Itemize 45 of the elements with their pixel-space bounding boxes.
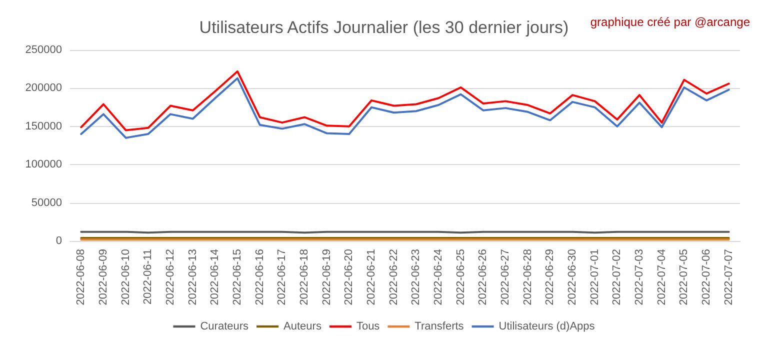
y-tick-label: 250000 <box>25 44 62 56</box>
y-tick-label: 150000 <box>25 120 62 132</box>
y-tick-label: 50000 <box>31 196 62 209</box>
x-tick-label: 2022-06-27 <box>500 249 512 306</box>
x-tick-label: 2022-06-30 <box>566 249 578 306</box>
y-tick-label: 200000 <box>25 82 62 94</box>
legend-label: Auteurs <box>284 320 322 332</box>
x-tick-label: 2022-06-25 <box>454 249 467 306</box>
x-tick-label: 2022-06-19 <box>320 249 333 306</box>
x-tick-label: 2022-06-23 <box>410 249 422 306</box>
x-tick-label: 2022-07-06 <box>700 249 712 306</box>
line-series <box>80 70 730 132</box>
x-tick-label: 2022-06-09 <box>98 249 110 306</box>
x-tick-label: 2022-07-03 <box>634 249 646 306</box>
x-tick-label: 2022-07-04 <box>656 249 668 306</box>
x-tick-label: 2022-06-12 <box>164 249 176 306</box>
x-tick-label: 2022-06-26 <box>477 249 490 306</box>
x-tick-label: 2022-06-22 <box>388 249 400 306</box>
x-tick-label: 2022-06-18 <box>298 249 310 306</box>
line-series <box>80 77 730 139</box>
x-tick-label: 2022-06-10 <box>120 249 132 306</box>
legend-label: Tous <box>356 320 380 332</box>
x-tick-label: 2022-06-13 <box>186 249 199 306</box>
legend-label: Utilisateurs (d)Apps <box>498 320 596 332</box>
x-tick-label: 2022-06-21 <box>366 249 378 306</box>
x-tick-label: 2022-06-17 <box>276 249 288 306</box>
x-tick-label: 2022-06-08 <box>75 249 88 306</box>
y-tick-label: 100000 <box>25 158 62 171</box>
x-tick-label: 2022-06-15 <box>232 249 244 306</box>
legend-label: Transferts <box>414 320 464 332</box>
chart-title: Utilisateurs Actifs Journalier (les 30 dernier jours) <box>199 18 569 37</box>
text: graphique créé par @arcange <box>590 15 750 29</box>
x-tick-label: 2022-07-07 <box>722 249 735 306</box>
x-tick-label: 2022-06-16 <box>254 249 266 306</box>
x-tick-label: 2022-06-20 <box>343 249 356 306</box>
x-tick-label: 2022-06-14 <box>209 249 222 306</box>
x-tick-label: 2022-06-24 <box>432 249 444 306</box>
x-tick-label: 2022-06-29 <box>544 249 556 306</box>
x-tick-label: 2022-06-28 <box>522 249 534 306</box>
x-tick-label: 2022-07-02 <box>611 249 624 306</box>
y-tick-label: 0 <box>56 235 62 247</box>
x-tick-label: 2022-06-11 <box>142 249 154 304</box>
x-tick-label: 2022-07-05 <box>678 249 690 306</box>
legend-label: Curateurs <box>200 320 250 332</box>
x-tick-label: 2022-07-01 <box>588 249 601 306</box>
